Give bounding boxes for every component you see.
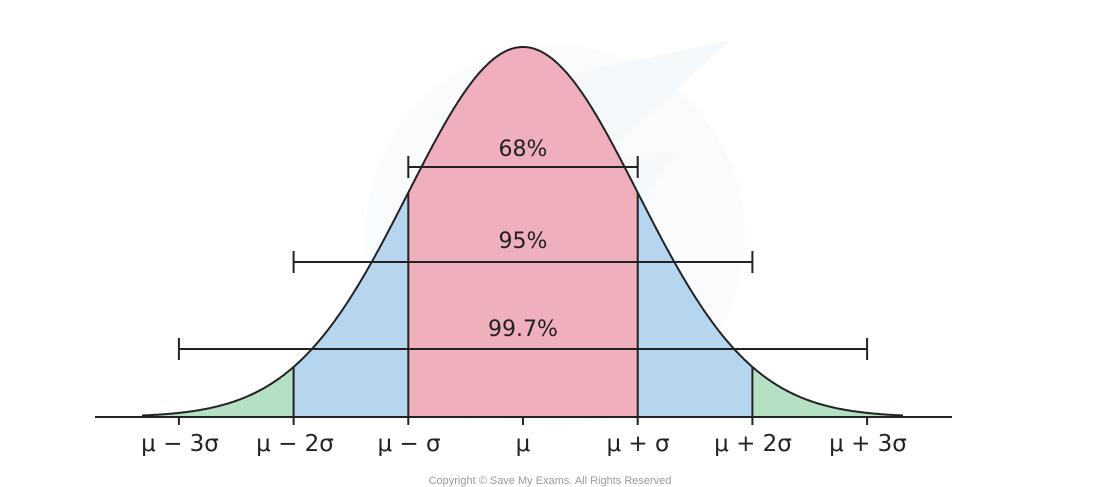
region-within-1-sigma [408,47,638,417]
label-mu-plus-2-sigma: μ + 2σ [714,431,792,457]
label-95-percent: 95% [499,229,548,254]
x-axis-ticks [177,417,869,425]
bell-curve [142,46,904,417]
label-mu-minus-3-sigma: μ − 3σ [141,431,219,457]
region-left-3-sigma [142,366,294,417]
copyright-notice: Copyright © Save My Exams. All Rights Re… [429,475,672,487]
label-mu: μ [516,431,531,457]
label-mu-minus-2-sigma: μ − 2σ [256,431,334,457]
interval-brackets [177,156,869,360]
label-mu-minus-sigma: μ − σ [377,431,440,457]
label-mu-plus-3-sigma: μ + 3σ [829,431,907,457]
sigma-divider-lines [292,192,754,417]
region-right-3-sigma [752,366,903,417]
label-99-7-percent: 99.7% [488,317,558,342]
label-mu-plus-sigma: μ + σ [606,431,669,457]
label-68-percent: 68% [499,137,548,162]
